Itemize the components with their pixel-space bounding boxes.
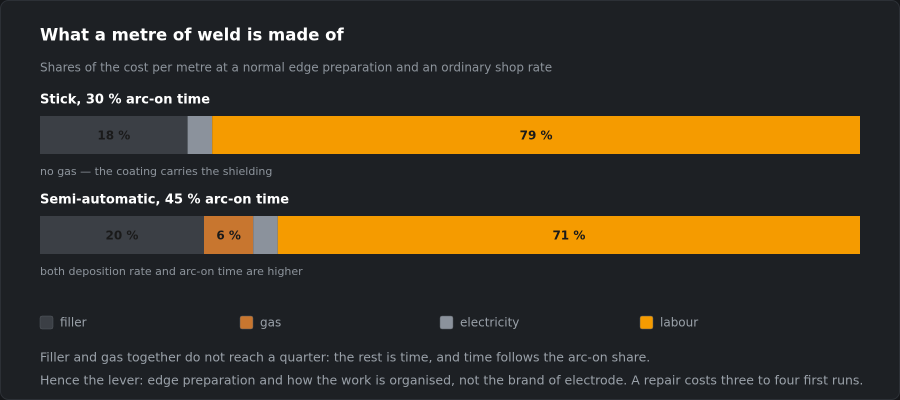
value-label: 18 % <box>97 129 130 143</box>
chart-title: What a metre of weld is made of <box>40 26 344 45</box>
category-note: no gas — the coating carries the shieldi… <box>40 165 272 178</box>
bar-segment <box>187 116 213 154</box>
chart-subtitle: Shares of the cost per metre at a normal… <box>40 61 552 75</box>
category-label: Stick, 30 % arc-on time <box>40 93 210 108</box>
value-label: 6 % <box>216 229 241 243</box>
legend-swatch <box>439 315 454 330</box>
legend-label: filler <box>60 316 87 330</box>
category-label: Semi-automatic, 45 % arc-on time <box>40 193 289 208</box>
value-label: 71 % <box>552 229 585 243</box>
category-note: both deposition rate and arc-on time are… <box>40 265 303 278</box>
legend-label: electricity <box>460 316 519 330</box>
bar-segment <box>204 216 254 254</box>
legend-label: labour <box>660 316 698 330</box>
value-label: 20 % <box>106 229 139 243</box>
bar-segment <box>40 216 204 254</box>
bar-segment <box>40 116 188 154</box>
bar-segment <box>212 116 860 154</box>
value-label: 79 % <box>520 129 553 143</box>
legend-swatch <box>39 315 54 330</box>
legend-label: gas <box>260 316 281 330</box>
legend-swatch <box>239 315 254 330</box>
footnote: Hence the lever: edge preparation and ho… <box>40 373 863 388</box>
footnote: Filler and gas together do not reach a q… <box>40 350 650 365</box>
bar-segment <box>277 216 860 254</box>
bar-segment <box>253 216 278 254</box>
legend-swatch <box>639 315 654 330</box>
